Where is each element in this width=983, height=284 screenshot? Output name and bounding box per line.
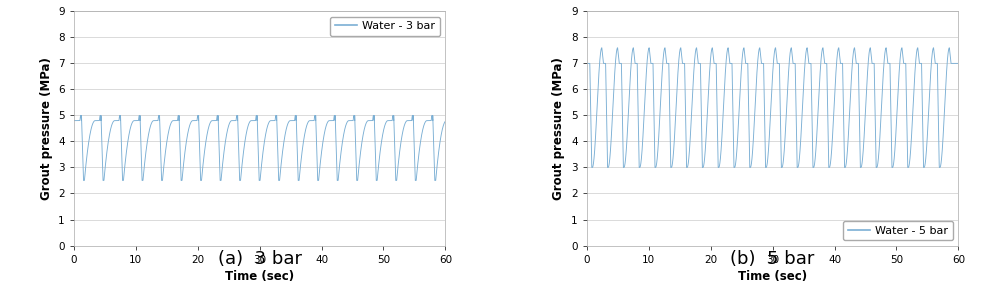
Y-axis label: Grout pressure (MPa): Grout pressure (MPa) xyxy=(552,57,565,200)
Text: (a)  3 bar: (a) 3 bar xyxy=(217,250,302,268)
Legend: Water - 3 bar: Water - 3 bar xyxy=(330,17,439,36)
Y-axis label: Grout pressure (MPa): Grout pressure (MPa) xyxy=(39,57,52,200)
X-axis label: Time (sec): Time (sec) xyxy=(738,270,807,283)
Text: (b)  5 bar: (b) 5 bar xyxy=(730,250,815,268)
X-axis label: Time (sec): Time (sec) xyxy=(225,270,294,283)
Legend: Water - 5 bar: Water - 5 bar xyxy=(843,221,953,240)
